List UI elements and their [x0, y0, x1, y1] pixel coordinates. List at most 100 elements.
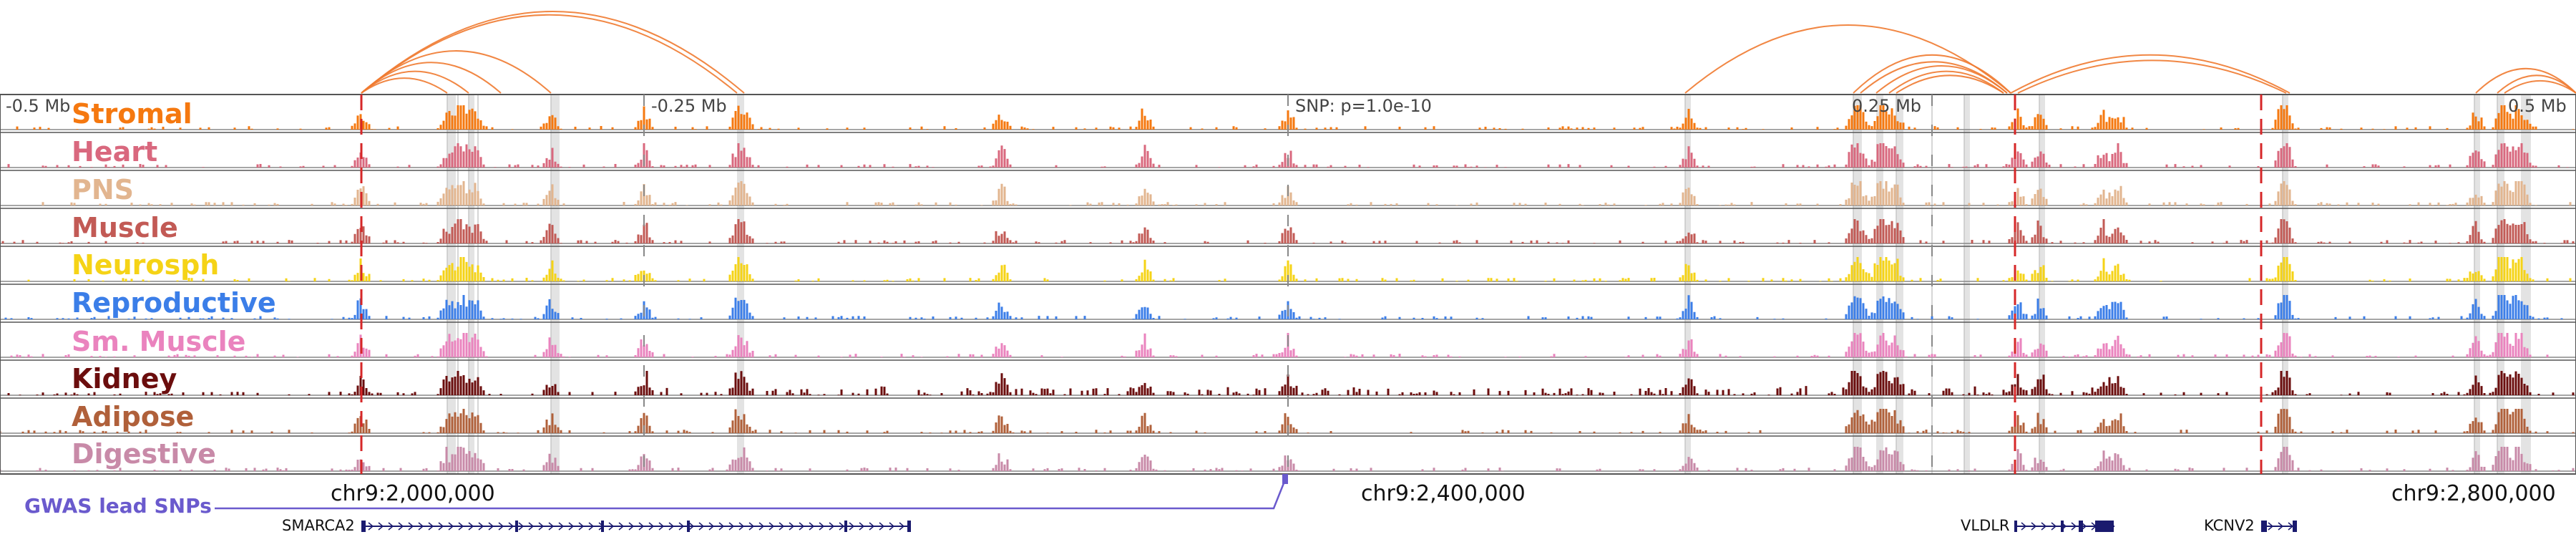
- strand-chevron: [608, 522, 615, 531]
- signal-track-sm-muscle: [0, 321, 2576, 358]
- strand-chevron: [728, 522, 735, 531]
- scale-label-right-mid: 0.25 Mb: [1852, 96, 1922, 116]
- strand-chevron: [448, 522, 454, 531]
- gene-exon: [515, 521, 518, 532]
- signal-peaks: [42, 181, 2572, 205]
- strand-chevron: [718, 522, 725, 531]
- gene-exon: [907, 521, 911, 532]
- strand-chevron: [889, 522, 895, 531]
- strand-chevron: [628, 522, 635, 531]
- strand-chevron: [528, 522, 535, 531]
- strand-chevron: [698, 522, 705, 531]
- strand-chevron: [638, 522, 645, 531]
- strand-chevron: [799, 522, 805, 531]
- signal-peaks: [10, 333, 2549, 357]
- signal-peaks: [7, 143, 2569, 168]
- coord-label-2000000: chr9:2,000,000: [331, 481, 495, 506]
- strand-chevron: [368, 522, 374, 531]
- scale-label-right-end: 0.5 Mb: [2508, 96, 2567, 116]
- loop-arc: [361, 11, 745, 94]
- gene-label-smarca2: SMARCA2: [282, 517, 355, 534]
- strand-chevron: [548, 522, 555, 531]
- coord-label-2400000: chr9:2,400,000: [1361, 481, 1526, 506]
- signal-track-pns: [0, 170, 2576, 206]
- strand-chevron: [568, 522, 575, 531]
- strand-chevron: [2278, 522, 2284, 531]
- strand-chevron: [398, 522, 404, 531]
- strand-chevron: [478, 522, 484, 531]
- strand-chevron: [428, 522, 434, 531]
- track-label-sm-muscle: Sm. Muscle: [72, 326, 246, 357]
- track-label-reproductive: Reproductive: [72, 287, 276, 319]
- strand-chevron: [849, 522, 855, 531]
- strand-chevron: [388, 522, 394, 531]
- strand-chevron: [748, 522, 755, 531]
- strand-chevron: [2031, 522, 2037, 531]
- gene-exon: [2293, 521, 2297, 532]
- track-label-digestive: Digestive: [72, 438, 216, 470]
- strand-chevron: [758, 522, 765, 531]
- loop-arc: [1684, 24, 2011, 94]
- strand-chevron: [488, 522, 494, 531]
- gene-exon: [601, 521, 604, 532]
- scale-label-left-mid: -0.25 Mb: [651, 96, 727, 116]
- signal-peaks: [7, 371, 2575, 395]
- strand-chevron: [408, 522, 414, 531]
- gene-exon: [361, 521, 366, 532]
- loop-arcs: [361, 11, 2576, 94]
- strand-chevron: [418, 522, 424, 531]
- scale-label-left-end: -0.5 Mb: [6, 96, 71, 116]
- strand-chevron: [819, 522, 825, 531]
- strand-chevron: [688, 522, 695, 531]
- strand-chevron: [738, 522, 745, 531]
- signal-peaks: [16, 105, 2575, 130]
- snp-lines: [360, 95, 2263, 474]
- strand-chevron: [859, 522, 865, 531]
- coord-label-2800000: chr9:2,800,000: [2391, 481, 2556, 506]
- loop-arc: [2504, 80, 2576, 94]
- strand-chevron: [708, 522, 715, 531]
- signal-peaks: [1, 219, 2575, 243]
- strand-chevron: [618, 522, 625, 531]
- loop-arc: [2497, 74, 2576, 94]
- signal-track-muscle: [0, 208, 2576, 244]
- strand-chevron: [779, 522, 785, 531]
- strand-chevron: [2071, 522, 2077, 531]
- strand-chevron: [588, 522, 595, 531]
- gene-label-vldlr: VLDLR: [1961, 517, 2010, 534]
- strand-chevron: [829, 522, 835, 531]
- loop-arc: [1875, 65, 2008, 94]
- strand-chevron: [498, 522, 504, 531]
- strand-chevron: [438, 522, 444, 531]
- loop-arc: [361, 70, 469, 94]
- gene-label-kcnv2: KCNV2: [2204, 517, 2255, 534]
- loop-arc: [1888, 70, 2004, 94]
- signal-peaks: [0, 447, 2575, 471]
- track-label-heart: Heart: [72, 136, 158, 168]
- strand-chevron: [668, 522, 675, 531]
- gene-exon: [2261, 521, 2267, 532]
- scale-label-snp: SNP: p=1.0e-10: [1295, 96, 1432, 116]
- strand-chevron: [2041, 522, 2047, 531]
- strand-chevron: [558, 522, 565, 531]
- strand-chevron: [658, 522, 665, 531]
- track-label-stromal: Stromal: [72, 98, 192, 130]
- gene-exon: [2079, 521, 2083, 532]
- gwas-track: [215, 474, 1288, 510]
- strand-chevron: [538, 522, 545, 531]
- loop-arc: [2010, 54, 2290, 94]
- signal-peaks: [4, 295, 2563, 319]
- gwas-track-label: GWAS lead SNPs: [24, 494, 212, 518]
- strand-chevron: [789, 522, 795, 531]
- loop-arc: [361, 77, 448, 94]
- gene-exon: [2095, 521, 2114, 532]
- strand-chevron: [2051, 522, 2057, 531]
- gene-exon: [687, 521, 690, 532]
- gene-exon: [2061, 521, 2064, 532]
- gene-exon: [844, 521, 847, 532]
- gene-kcnv2: [2261, 521, 2297, 532]
- strand-chevron: [809, 522, 815, 531]
- strand-chevron: [899, 522, 905, 531]
- gwas-snp-marker: [1282, 474, 1288, 484]
